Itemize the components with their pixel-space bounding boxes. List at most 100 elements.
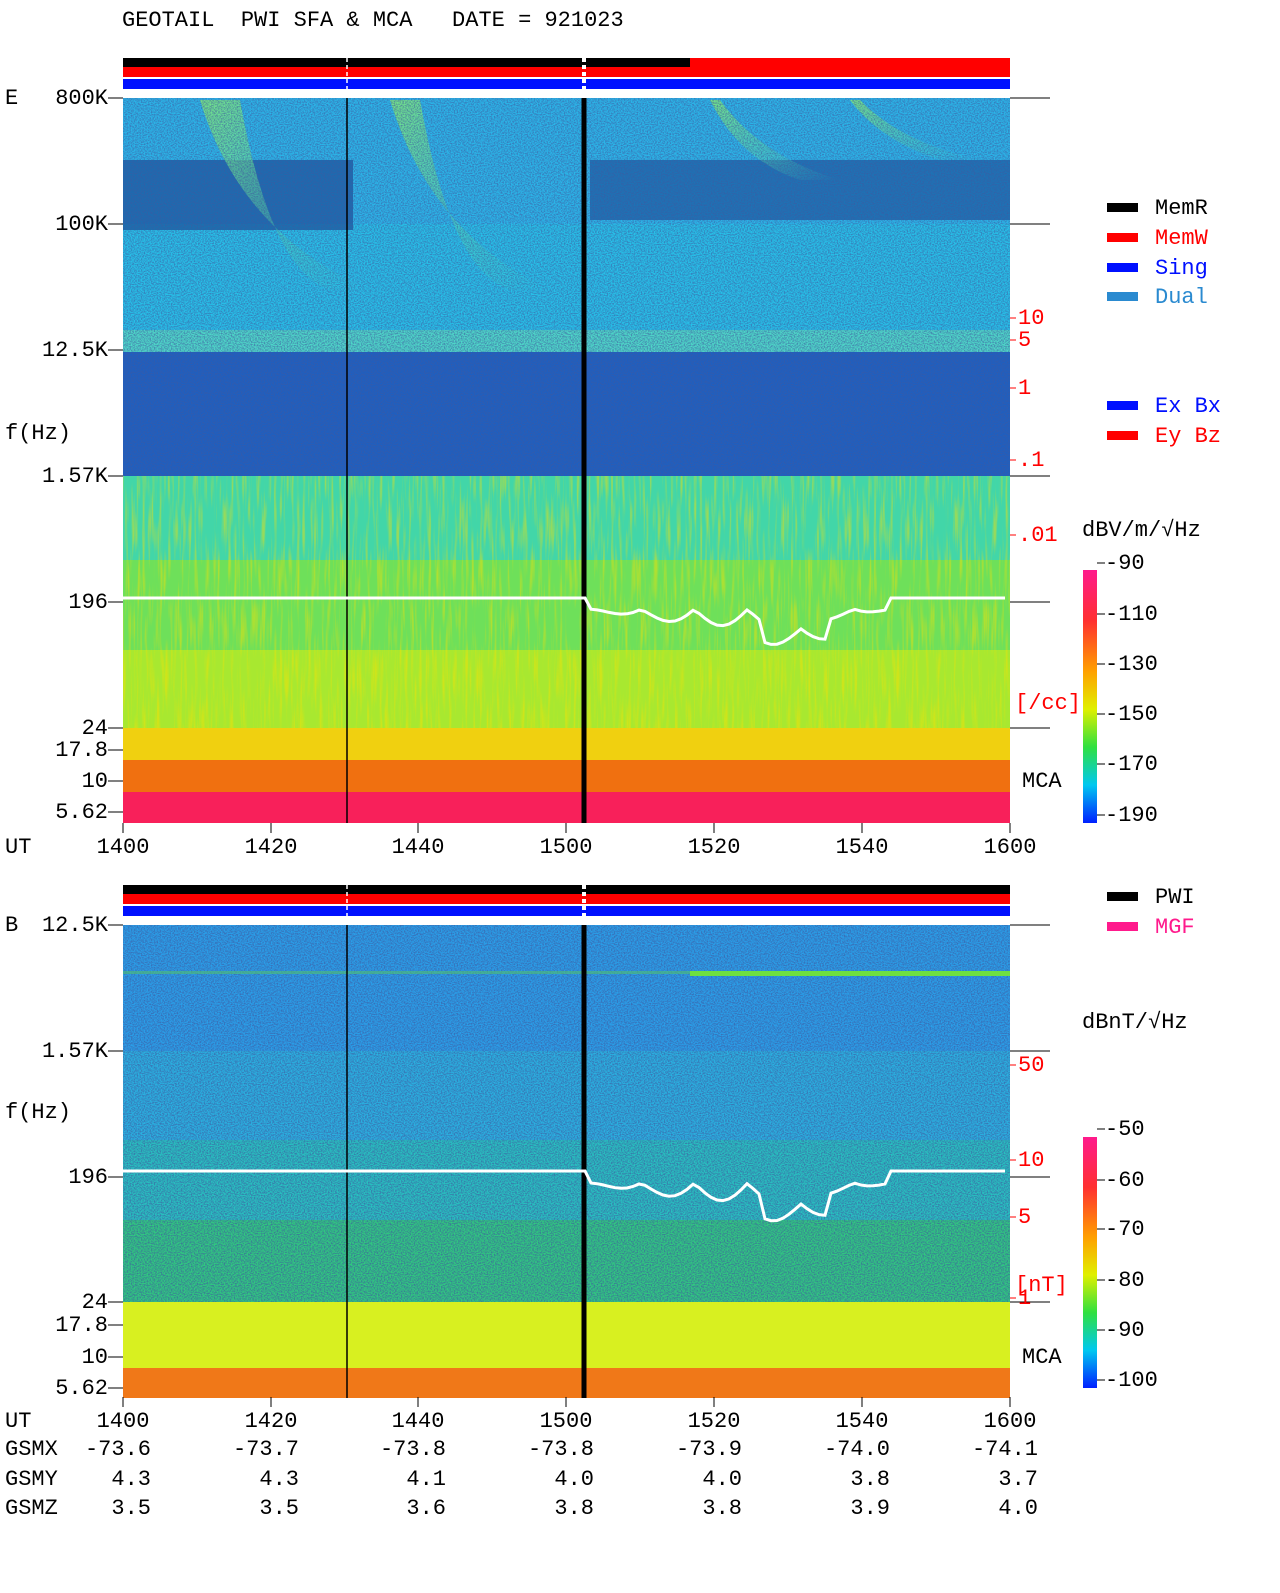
colorbar-tick-label: -60 [1105,1168,1145,1193]
y-axis-label: f(Hz) [5,1100,71,1125]
right-scale-label: .01 [1018,523,1058,548]
time-axis-label: UT [5,1409,31,1434]
colorbar-tick-label: -150 [1105,702,1158,727]
orbit-value: 4.0 [554,1467,594,1492]
legend-swatch [1107,431,1138,440]
colorbar [1083,1137,1097,1388]
density-trace [123,596,1005,646]
status-sing [123,79,1010,89]
spectrogram-band [123,792,1010,823]
spectrogram-band [123,1302,1010,1368]
right-scale-label: .1 [1018,448,1044,473]
colorbar-tick-label: -80 [1105,1268,1145,1293]
legend-label: MGF [1155,915,1195,940]
density-trace [123,1169,1005,1223]
orbit-value: 3.8 [554,1496,594,1521]
component-label: B [5,913,18,938]
y-tick-label: 5.62 [55,800,108,825]
colorbar-tick-label: -190 [1105,803,1158,828]
colorbar-tick-label: -100 [1105,1368,1158,1393]
time-tick-label: 1600 [984,835,1037,860]
legend-swatch [1107,892,1138,901]
y-tick-label: 1.57K [42,1039,109,1064]
legend-label: MemR [1155,196,1208,221]
colorbar-tick-label: -70 [1105,1217,1145,1242]
y-tick-label: 100K [55,212,109,237]
status-memr [123,885,1010,894]
time-tick-label: 1600 [984,1409,1037,1434]
legend-swatch [1107,922,1138,931]
status-memw [123,67,1010,77]
status-memr [123,58,690,67]
time-tick-label: 1540 [836,835,889,860]
y-tick-label: 800K [55,86,109,111]
right-scale-label: 5 [1018,328,1031,353]
colorbar-tick-label: -50 [1105,1117,1145,1142]
legend-label: Dual [1155,285,1208,310]
y-tick-label: 24 [82,716,108,741]
y-tick-label: 196 [68,590,108,615]
time-axis-label: UT [5,835,31,860]
orbit-value: 4.1 [406,1467,446,1492]
y-tick-label: 24 [82,1290,108,1315]
orbit-value: 3.5 [259,1496,299,1521]
legend-label: Ex Bx [1155,394,1221,419]
plot-layer: Ef(Hz)800K100K12.5K1.57K1962417.8105.621… [5,58,1221,1521]
orbit-value: 3.6 [406,1496,446,1521]
noise [123,476,1010,728]
time-tick-label: 1420 [245,835,298,860]
right-scale-label: 10 [1018,1148,1044,1173]
colorbar-label: dBnT/√Hz [1082,1010,1188,1035]
spectrogram-band [123,728,1010,760]
status-memw [690,58,1010,67]
orbit-label: GSMX [5,1437,58,1462]
spectrogram-band [123,1368,1010,1398]
right-scale-label: 5 [1018,1205,1031,1230]
y-tick-label: 12.5K [42,913,109,938]
y-tick-label: 5.62 [55,1376,108,1401]
orbit-label: GSMZ [5,1496,58,1521]
y-tick-label: 12.5K [42,338,109,363]
right-scale-label: [/cc] [1015,691,1081,716]
y-tick-label: 10 [82,1345,108,1370]
orbit-value: -73.9 [676,1437,742,1462]
orbit-value: 3.5 [111,1496,151,1521]
status-sing [123,906,1010,916]
y-tick-label: 10 [82,769,108,794]
legend-swatch [1107,203,1138,212]
y-axis-label: f(Hz) [5,421,71,446]
time-tick-label: 1400 [97,835,150,860]
title: GEOTAIL PWI SFA & MCA DATE = 921023 [122,8,624,33]
emission-line [123,971,690,974]
orbit-value: -73.7 [233,1437,299,1462]
emission-line [690,971,1010,976]
time-tick-label: 1540 [836,1409,889,1434]
right-scale-label: 1 [1018,1286,1031,1311]
y-tick-label: 1.57K [42,464,109,489]
spectrogram-band [123,760,1010,792]
colorbar-tick-label: -130 [1105,652,1158,677]
receiver-label: MCA [1022,769,1062,794]
right-scale-label: [nT] [1015,1273,1068,1298]
orbit-value: -73.8 [380,1437,446,1462]
y-tick-label: 17.8 [55,738,108,763]
time-tick-label: 1440 [392,835,445,860]
noise [123,98,1010,476]
colorbar-tick-label: -90 [1105,551,1145,576]
orbit-value: -73.8 [528,1437,594,1462]
time-tick-label: 1500 [540,1409,593,1434]
status-memw [123,894,1010,904]
time-tick-label: 1500 [540,835,593,860]
orbit-value: 4.0 [998,1496,1038,1521]
orbit-value: -73.6 [85,1437,151,1462]
orbit-value: 3.7 [998,1467,1038,1492]
colorbar [1083,570,1097,823]
time-tick-label: 1440 [392,1409,445,1434]
colorbar-tick-label: -170 [1105,752,1158,777]
component-label: E [5,86,18,111]
time-tick-label: 1520 [688,1409,741,1434]
y-tick-label: 17.8 [55,1313,108,1338]
orbit-value: 3.8 [702,1496,742,1521]
orbit-value: 3.8 [850,1467,890,1492]
